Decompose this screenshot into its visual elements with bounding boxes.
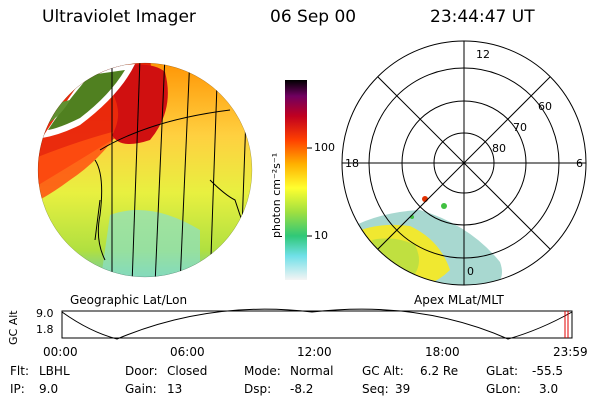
apex-caption: Apex MLat/MLT bbox=[414, 293, 504, 307]
colorbar bbox=[285, 80, 307, 280]
mlat-label-80: 80 bbox=[492, 142, 506, 155]
glon-value: 3.0 bbox=[539, 382, 559, 396]
mlat-label-60: 60 bbox=[538, 100, 552, 113]
orbit-ytick-high: 9.0 bbox=[36, 307, 54, 320]
ip-value: 9.0 bbox=[39, 382, 59, 396]
apex-polar-image bbox=[350, 196, 502, 285]
gcalt-label: GC Alt: bbox=[362, 364, 404, 378]
geographic-image bbox=[38, 63, 252, 277]
glat-label: GLat: bbox=[486, 364, 519, 378]
gain-label: Gain: bbox=[125, 382, 157, 396]
header-date: 06 Sep 00 bbox=[270, 7, 357, 27]
door-value: Closed bbox=[167, 364, 208, 378]
mlt-label-right: 6 bbox=[576, 157, 583, 170]
door-label: Door: bbox=[125, 364, 158, 378]
dsp-label: Dsp: bbox=[244, 382, 272, 396]
gcalt-value: 6.2 Re bbox=[420, 364, 459, 378]
mlt-label-left: 18 bbox=[345, 157, 359, 170]
glat-value: -55.5 bbox=[532, 364, 564, 378]
orbit-xtick-1200: 12:00 bbox=[297, 345, 332, 359]
header-time: 23:44:47 UT bbox=[430, 7, 535, 27]
orbit-altitude-curve bbox=[61, 308, 573, 340]
instrument-title: Ultraviolet Imager bbox=[42, 7, 196, 27]
seq-label: Seq: bbox=[362, 382, 389, 396]
orbit-xtick-0000: 00:00 bbox=[43, 345, 78, 359]
seq-value: 39 bbox=[395, 382, 411, 396]
colorbar-tick-10: 10 bbox=[314, 229, 328, 242]
mode-label: Mode: bbox=[244, 364, 281, 378]
orbit-axis-label: GC Alt bbox=[7, 310, 20, 345]
dsp-value: -8.2 bbox=[290, 382, 314, 396]
mode-value: Normal bbox=[290, 364, 334, 378]
gain-value: 13 bbox=[167, 382, 183, 396]
flt-value: LBHL bbox=[39, 364, 70, 378]
colorbar-tick-100: 100 bbox=[314, 141, 335, 154]
ip-label: IP: bbox=[10, 382, 25, 396]
orbit-xtick-0600: 06:00 bbox=[170, 345, 205, 359]
geographic-caption: Geographic Lat/Lon bbox=[70, 293, 188, 307]
mlt-label-bottom: 0 bbox=[467, 265, 474, 278]
orbit-xtick-1800: 18:00 bbox=[425, 345, 460, 359]
mlt-label-top: 12 bbox=[476, 48, 490, 61]
colorbar-unit-label: photon cm⁻²s⁻¹ bbox=[270, 152, 283, 238]
mlat-label-70: 70 bbox=[513, 121, 527, 134]
orbit-xtick-2359: 23:59 bbox=[553, 345, 588, 359]
orbit-ytick-low: 1.8 bbox=[36, 323, 54, 336]
glon-label: GLon: bbox=[486, 382, 521, 396]
flt-label: Flt: bbox=[10, 364, 29, 378]
